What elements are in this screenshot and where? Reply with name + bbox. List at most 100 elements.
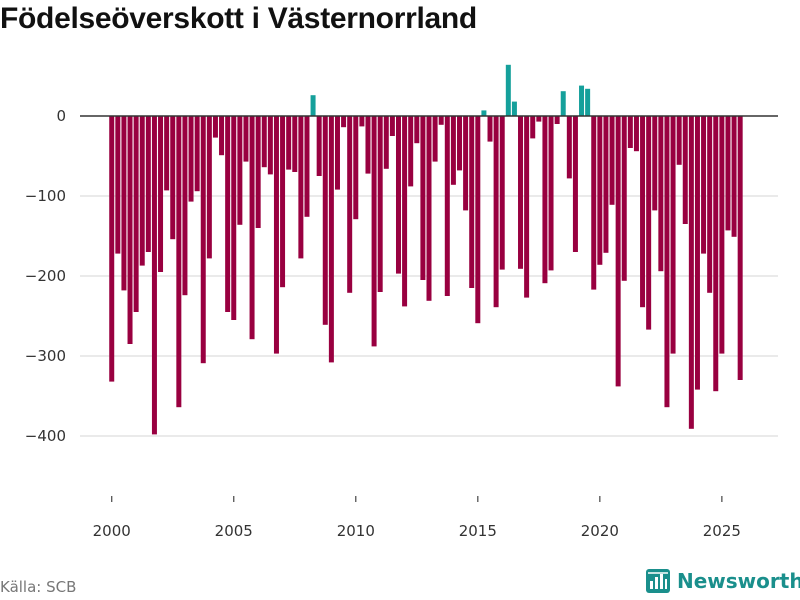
- bar[interactable]: [518, 116, 524, 269]
- bar[interactable]: [621, 116, 627, 281]
- bar[interactable]: [145, 116, 151, 252]
- bar[interactable]: [206, 116, 212, 259]
- bar[interactable]: [646, 116, 652, 330]
- bar[interactable]: [694, 116, 700, 390]
- bar[interactable]: [395, 116, 401, 274]
- bar[interactable]: [334, 116, 340, 190]
- bar[interactable]: [731, 116, 737, 237]
- bar[interactable]: [176, 116, 182, 408]
- bar[interactable]: [377, 116, 383, 292]
- bar[interactable]: [505, 64, 511, 116]
- bar[interactable]: [481, 110, 487, 116]
- bar[interactable]: [499, 116, 505, 270]
- bar[interactable]: [115, 116, 121, 254]
- bar[interactable]: [444, 116, 450, 296]
- bar[interactable]: [511, 101, 517, 116]
- bar[interactable]: [548, 116, 554, 271]
- bar[interactable]: [194, 116, 200, 192]
- bar[interactable]: [212, 116, 218, 138]
- bar[interactable]: [609, 116, 615, 205]
- bar[interactable]: [249, 116, 255, 340]
- newsworthy-brand[interactable]: Newsworthy: [645, 568, 800, 594]
- bar[interactable]: [273, 116, 279, 354]
- bar[interactable]: [597, 116, 603, 265]
- bar[interactable]: [164, 116, 170, 191]
- bar[interactable]: [450, 116, 456, 185]
- bar[interactable]: [188, 116, 194, 202]
- bar[interactable]: [310, 95, 316, 116]
- bar[interactable]: [139, 116, 145, 266]
- bar[interactable]: [420, 116, 426, 280]
- bar[interactable]: [261, 116, 267, 168]
- bar[interactable]: [322, 116, 328, 325]
- bar[interactable]: [688, 116, 694, 429]
- bar[interactable]: [640, 116, 646, 308]
- bar[interactable]: [255, 116, 261, 228]
- bar[interactable]: [402, 116, 408, 307]
- bar[interactable]: [109, 116, 115, 382]
- bar[interactable]: [389, 116, 395, 136]
- bar[interactable]: [359, 116, 365, 127]
- bar[interactable]: [127, 116, 133, 344]
- bar[interactable]: [170, 116, 176, 240]
- bar[interactable]: [713, 116, 719, 392]
- bar[interactable]: [676, 116, 682, 165]
- bar[interactable]: [243, 116, 249, 162]
- bar[interactable]: [566, 116, 572, 179]
- bar[interactable]: [542, 116, 548, 284]
- bar[interactable]: [664, 116, 670, 408]
- bar[interactable]: [463, 116, 469, 211]
- bar[interactable]: [328, 116, 334, 363]
- bar[interactable]: [225, 116, 231, 312]
- bar[interactable]: [737, 116, 743, 380]
- bar[interactable]: [701, 116, 707, 254]
- bar[interactable]: [414, 116, 420, 144]
- bar[interactable]: [383, 116, 389, 169]
- bar[interactable]: [219, 116, 225, 156]
- bar[interactable]: [725, 116, 731, 231]
- bar[interactable]: [524, 116, 530, 298]
- bar[interactable]: [572, 116, 578, 252]
- bar[interactable]: [365, 116, 371, 174]
- bar[interactable]: [633, 116, 639, 152]
- bar[interactable]: [591, 116, 597, 290]
- bar[interactable]: [371, 116, 377, 347]
- bar[interactable]: [316, 116, 322, 176]
- bar[interactable]: [133, 116, 139, 312]
- bar[interactable]: [457, 116, 463, 171]
- bar[interactable]: [475, 116, 481, 324]
- bar[interactable]: [554, 116, 560, 124]
- bar[interactable]: [560, 91, 566, 116]
- bar[interactable]: [493, 116, 499, 308]
- bar[interactable]: [719, 116, 725, 354]
- bar[interactable]: [627, 116, 633, 148]
- bar[interactable]: [231, 116, 237, 320]
- bar[interactable]: [603, 116, 609, 253]
- bar[interactable]: [292, 116, 298, 172]
- bar[interactable]: [353, 116, 359, 220]
- bar[interactable]: [707, 116, 713, 293]
- bar[interactable]: [408, 116, 414, 187]
- bar[interactable]: [347, 116, 353, 293]
- bar[interactable]: [280, 116, 286, 288]
- bar[interactable]: [151, 116, 157, 435]
- bar[interactable]: [658, 116, 664, 272]
- bar[interactable]: [579, 85, 585, 116]
- bar[interactable]: [530, 116, 536, 139]
- bar[interactable]: [182, 116, 188, 296]
- bar[interactable]: [432, 116, 438, 162]
- bar[interactable]: [267, 116, 273, 175]
- bar[interactable]: [438, 116, 444, 125]
- bar[interactable]: [426, 116, 432, 301]
- bar[interactable]: [200, 116, 206, 364]
- bar[interactable]: [487, 116, 493, 142]
- bar[interactable]: [121, 116, 127, 291]
- bar[interactable]: [670, 116, 676, 354]
- bar[interactable]: [304, 116, 310, 217]
- bar[interactable]: [158, 116, 164, 272]
- bar[interactable]: [237, 116, 243, 225]
- bar[interactable]: [469, 116, 475, 288]
- bar[interactable]: [341, 116, 347, 128]
- bar[interactable]: [652, 116, 658, 211]
- bar[interactable]: [682, 116, 688, 224]
